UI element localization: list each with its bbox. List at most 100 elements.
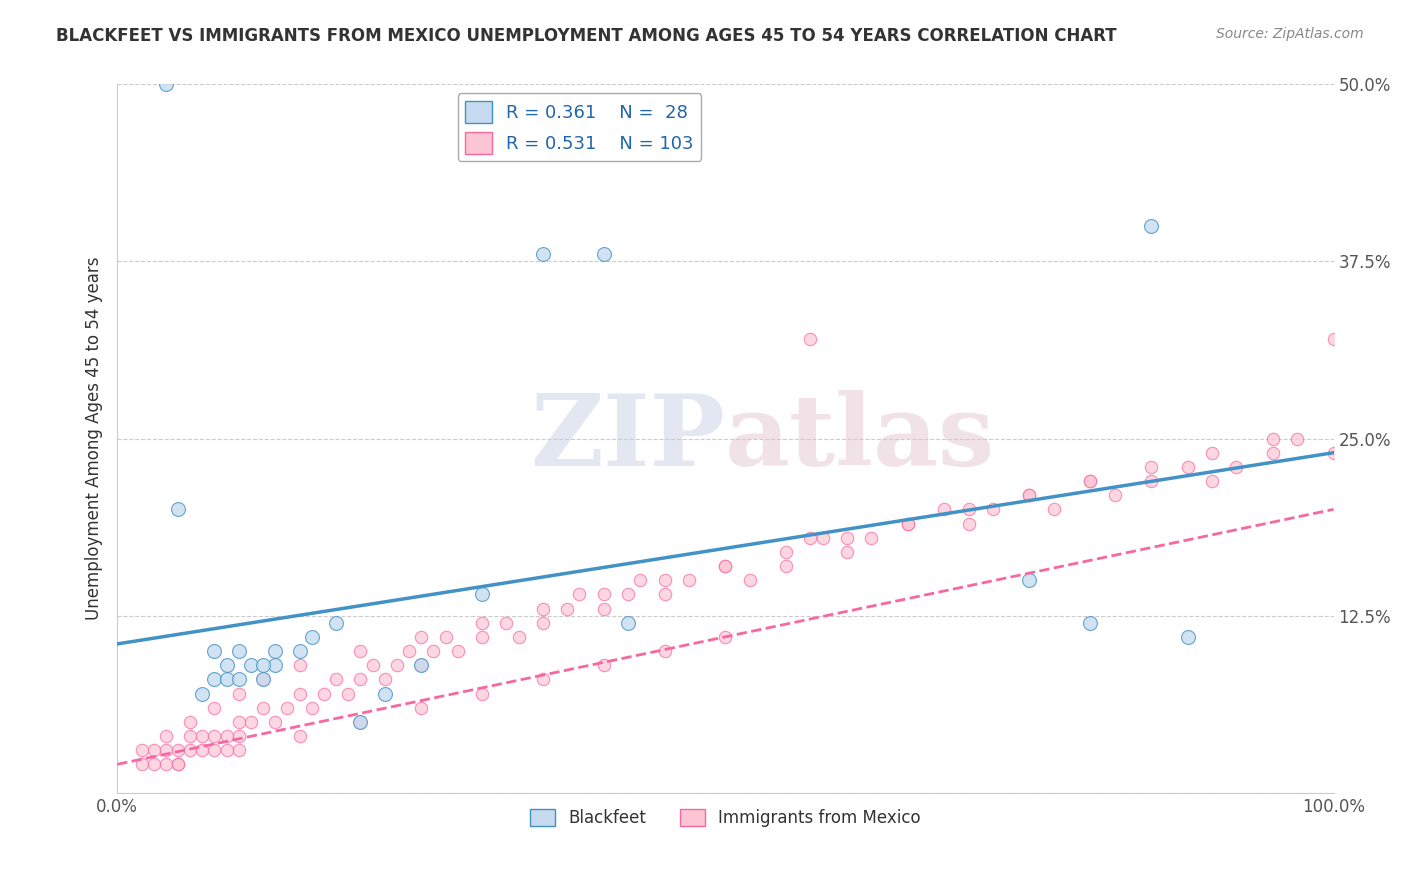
Point: [191, 743, 214, 757]
Point: [142, 757, 165, 772]
Point: [981, 502, 1004, 516]
Point: [654, 644, 676, 658]
Point: [897, 516, 920, 531]
Point: [1201, 474, 1223, 488]
Point: [714, 630, 737, 644]
Point: [1140, 474, 1163, 488]
Point: [240, 714, 263, 729]
Point: [1285, 432, 1308, 446]
Y-axis label: Unemployment Among Ages 45 to 54 years: Unemployment Among Ages 45 to 54 years: [86, 257, 103, 620]
Point: [531, 247, 554, 261]
Point: [422, 644, 444, 658]
Point: [155, 743, 177, 757]
Point: [1177, 630, 1199, 644]
Point: [555, 601, 578, 615]
Point: [167, 757, 190, 772]
Point: [1018, 573, 1040, 587]
Point: [678, 573, 700, 587]
Point: [1078, 474, 1101, 488]
Point: [228, 714, 250, 729]
Point: [131, 757, 153, 772]
Point: [167, 757, 190, 772]
Point: [349, 714, 371, 729]
Point: [312, 686, 335, 700]
Point: [1261, 446, 1284, 460]
Point: [252, 700, 274, 714]
Point: [628, 573, 651, 587]
Point: [957, 502, 980, 516]
Point: [204, 743, 226, 757]
Point: [799, 531, 821, 545]
Point: [531, 601, 554, 615]
Point: [204, 729, 226, 743]
Point: [835, 531, 858, 545]
Point: [288, 644, 311, 658]
Point: [252, 658, 274, 673]
Point: [361, 658, 384, 673]
Point: [215, 658, 238, 673]
Point: [617, 615, 640, 630]
Point: [228, 673, 250, 687]
Point: [411, 700, 433, 714]
Point: [349, 673, 371, 687]
Point: [1078, 615, 1101, 630]
Point: [617, 587, 640, 601]
Point: [1140, 219, 1163, 233]
Point: [264, 658, 287, 673]
Point: [1261, 432, 1284, 446]
Point: [471, 686, 494, 700]
Point: [1322, 332, 1344, 346]
Point: [288, 729, 311, 743]
Point: [775, 545, 797, 559]
Point: [799, 332, 821, 346]
Point: [179, 714, 201, 729]
Point: [897, 516, 920, 531]
Point: [1104, 488, 1126, 502]
Point: [1225, 459, 1247, 474]
Point: [1018, 488, 1040, 502]
Point: [411, 658, 433, 673]
Point: [325, 615, 347, 630]
Point: [471, 615, 494, 630]
Point: [276, 700, 298, 714]
Point: [204, 673, 226, 687]
Point: [301, 630, 323, 644]
Point: [155, 729, 177, 743]
Point: [337, 686, 360, 700]
Point: [191, 686, 214, 700]
Point: [592, 658, 614, 673]
Point: [1042, 502, 1064, 516]
Point: [228, 743, 250, 757]
Point: [411, 630, 433, 644]
Point: [264, 714, 287, 729]
Point: [264, 644, 287, 658]
Point: [738, 573, 761, 587]
Point: [131, 743, 153, 757]
Point: [374, 686, 396, 700]
Point: [775, 559, 797, 574]
Point: [957, 516, 980, 531]
Point: [228, 729, 250, 743]
Point: [811, 531, 834, 545]
Point: [398, 644, 420, 658]
Point: [508, 630, 530, 644]
Point: [349, 714, 371, 729]
Point: [531, 673, 554, 687]
Point: [167, 743, 190, 757]
Legend: Blackfeet, Immigrants from Mexico: Blackfeet, Immigrants from Mexico: [523, 803, 928, 834]
Text: BLACKFEET VS IMMIGRANTS FROM MEXICO UNEMPLOYMENT AMONG AGES 45 TO 54 YEARS CORRE: BLACKFEET VS IMMIGRANTS FROM MEXICO UNEM…: [56, 27, 1116, 45]
Point: [592, 587, 614, 601]
Point: [835, 545, 858, 559]
Point: [860, 531, 883, 545]
Point: [155, 757, 177, 772]
Point: [252, 673, 274, 687]
Point: [325, 673, 347, 687]
Point: [374, 673, 396, 687]
Text: Source: ZipAtlas.com: Source: ZipAtlas.com: [1216, 27, 1364, 41]
Point: [592, 601, 614, 615]
Point: [471, 587, 494, 601]
Point: [1177, 459, 1199, 474]
Point: [301, 700, 323, 714]
Point: [288, 686, 311, 700]
Point: [385, 658, 408, 673]
